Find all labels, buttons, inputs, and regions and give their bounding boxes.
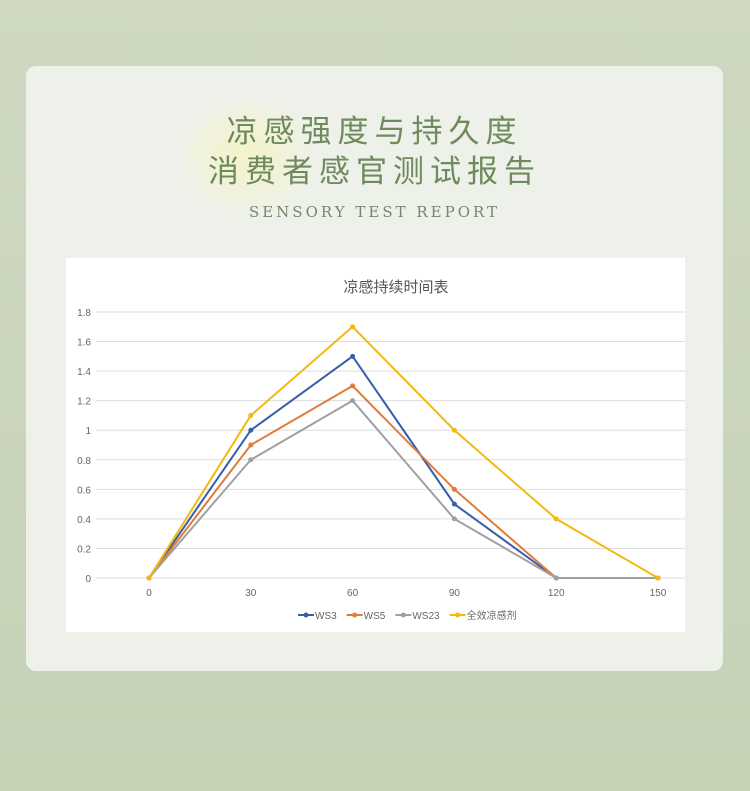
series-line-WS5 [148,384,658,579]
title-line1: 凉感强度与持久度 [226,114,523,150]
data-point-全效凉感剂 [655,575,661,581]
decorative-glow [176,96,316,216]
data-point-WS3 [350,353,356,359]
data-point-WS5 [451,486,457,492]
y-tick-label: 0.2 [77,544,91,555]
subtitle: SENSORY TEST REPORT [248,203,501,221]
y-tick-label: 0.6 [77,485,91,496]
x-tick-label: 120 [548,588,565,599]
legend-label: WS23 [412,611,440,622]
data-point-WS23 [553,575,559,581]
legend-marker [455,612,461,618]
y-tick-label: 0.8 [77,456,91,467]
y-tick-label: 1.4 [77,367,91,378]
x-tick-label: 150 [650,588,667,599]
data-point-WS5 [248,442,254,448]
data-point-全效凉感剂 [146,575,152,581]
y-tick-label: 1.6 [77,338,91,349]
y-tick-label: 0.4 [77,515,91,526]
legend-marker [303,612,309,618]
data-point-全效凉感剂 [553,516,559,522]
x-tick-label: 0 [146,588,152,599]
data-point-WS3 [451,501,457,507]
data-point-WS3 [248,427,254,433]
series-line-WS3 [148,354,658,579]
chart-title: 凉感持续时间表 [343,279,448,296]
y-tick-label: 1.2 [77,397,91,408]
title-line2: 消费者感官测试报告 [208,154,541,190]
data-point-全效凉感剂 [350,324,356,330]
legend-label: 全效凉感剂 [467,609,517,622]
legend-label: WS5 [364,611,386,622]
data-point-WS5 [350,383,356,389]
y-tick-label: 0 [85,574,91,585]
data-point-全效凉感剂 [451,427,457,433]
report-card: 凉感强度与持久度 消费者感官测试报告 SENSORY TEST REPORT 凉… [26,66,723,671]
chart-svg: 凉感持续时间表 0 0.2 0.4 0.6 0.8 1 1.2 1.4 1.6 1.8 0 30 60 9… [77,279,685,622]
data-point-WS23 [350,398,356,404]
line-chart: 凉感持续时间表 0 0.2 0.4 0.6 0.8 1 1.2 1.4 1.6 1.8 0 30 60 9… [66,258,685,632]
series-line-全效凉感剂 [148,325,659,579]
data-point-全效凉感剂 [248,412,254,418]
series-line-WS23 [148,399,658,579]
x-tick-label: 60 [347,588,359,599]
legend-marker [400,612,406,618]
y-tick-label: 1.8 [77,308,91,319]
legend-label: WS3 [315,611,337,622]
x-tick-label: 30 [245,588,257,599]
y-tick-label: 1 [85,426,91,437]
x-tick-label: 90 [449,588,461,599]
legend-marker [352,612,358,618]
data-point-WS23 [451,516,457,522]
data-point-WS23 [248,457,254,463]
